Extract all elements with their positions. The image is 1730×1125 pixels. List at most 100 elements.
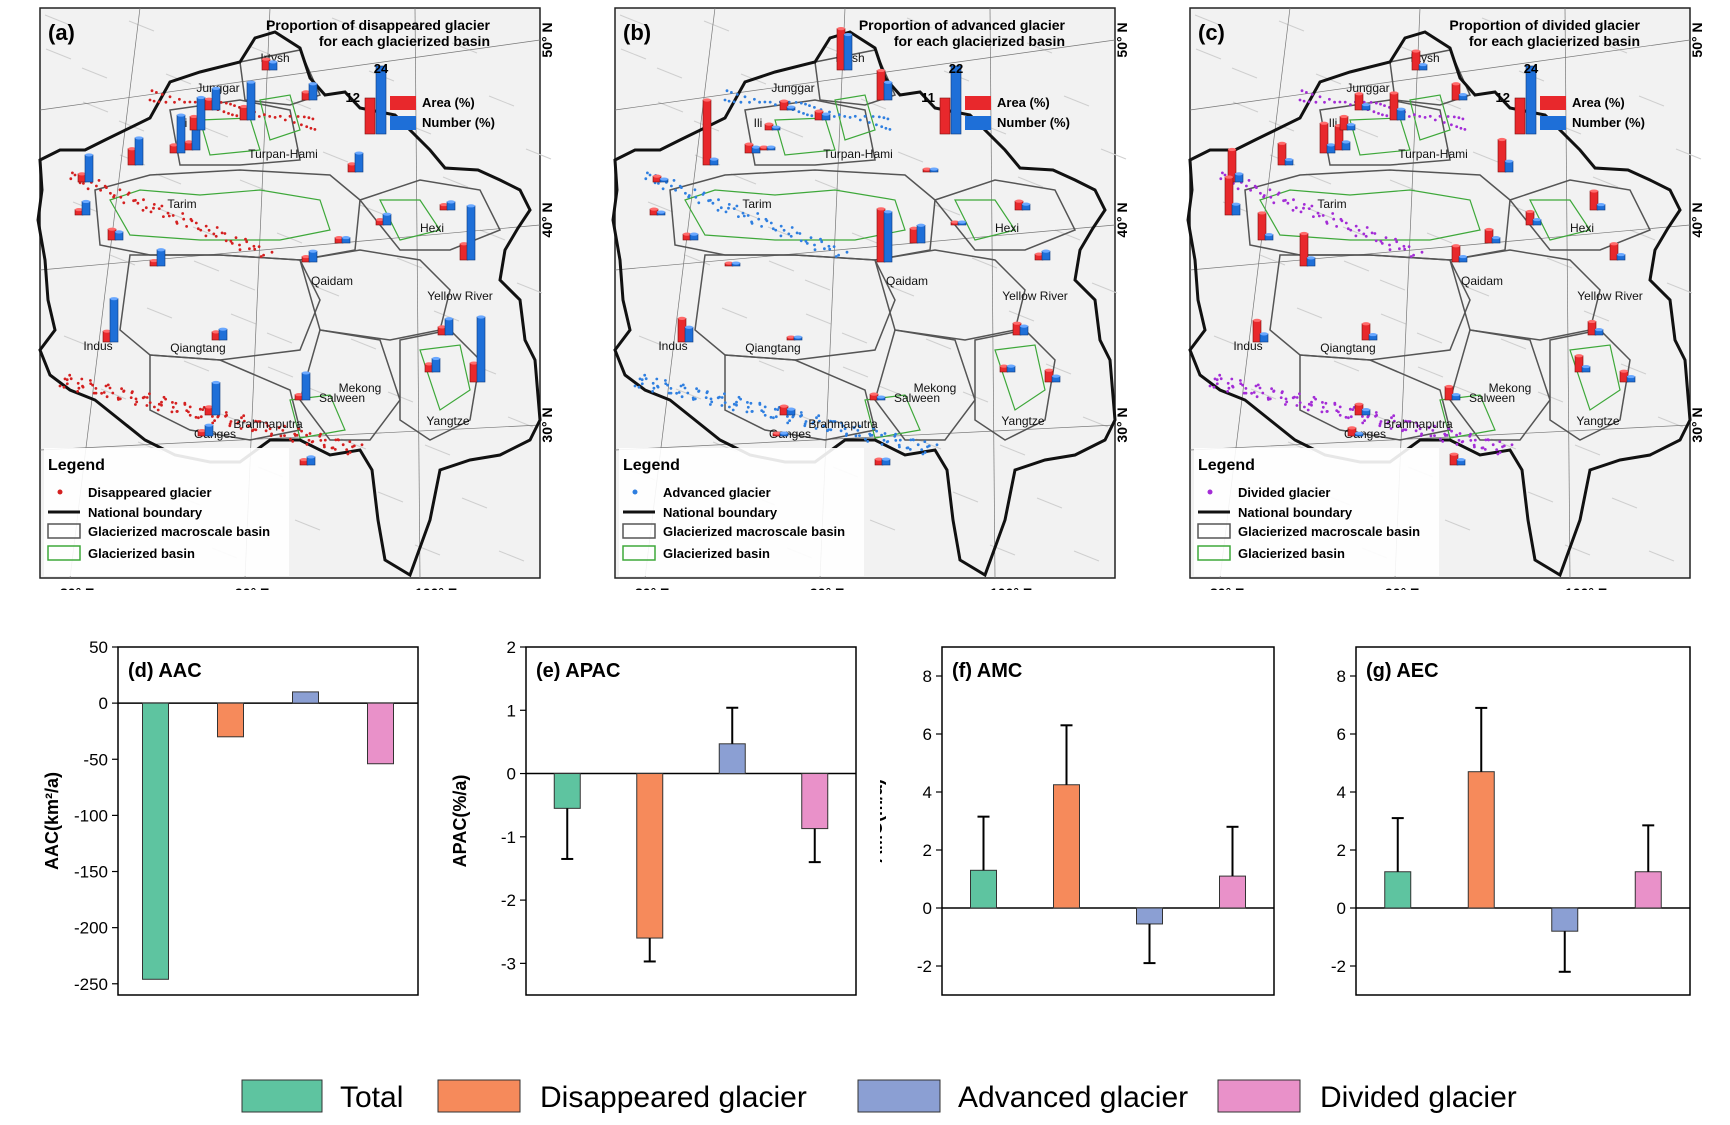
glacier-change-dot: [1261, 391, 1265, 395]
relief-hachure: [656, 67, 683, 79]
glacier-change-dot: [909, 438, 913, 442]
relief-hachure: [1611, 497, 1638, 509]
glacier-change-dot: [1393, 419, 1396, 423]
number-bar: [191, 128, 201, 151]
key-number-value: 22: [949, 61, 963, 76]
legend-label-total: Total: [340, 1081, 403, 1114]
glacier-change-dot: [142, 198, 145, 202]
glacier-change-dot: [1402, 244, 1406, 248]
number-bar-top: [1232, 202, 1240, 206]
area-bar-top: [1253, 318, 1261, 322]
y-tick-label: 8: [923, 667, 932, 686]
glacier-change-dot: [1303, 405, 1306, 409]
glacier-change-dot: [235, 114, 239, 118]
y-tick-label: 8: [1337, 667, 1346, 686]
glacier-change-dot: [683, 386, 687, 390]
macroscale-basin-boundary: [358, 179, 502, 251]
number-bar: [134, 137, 144, 166]
legend-dot-symbol: [57, 489, 63, 495]
glacier-change-dot: [1300, 89, 1304, 93]
glacier-change-dot: [1433, 424, 1436, 428]
glacier-change-dot: [756, 212, 760, 215]
chart-amc: 8 6 4 2 0 -2 (f) AMC AMC(m/a): [880, 646, 1275, 996]
glacier-change-dot: [735, 403, 738, 407]
glacier-change-dot: [207, 228, 211, 232]
glacier-change-dot: [237, 420, 241, 424]
glacier-change-dot: [1333, 403, 1337, 406]
glacier-change-dot: [122, 201, 126, 205]
glacier-change-dot: [769, 415, 773, 419]
glacier-change-dot: [633, 384, 637, 388]
glacier-change-dot: [680, 395, 684, 399]
glacier-change-dot: [1215, 378, 1219, 382]
glacier-change-dot: [1408, 420, 1412, 423]
glacier-change-dot: [1349, 415, 1353, 419]
glacier-change-dot: [675, 391, 678, 395]
number-bar: [301, 372, 311, 401]
area-bar-top: [425, 362, 433, 366]
basin-label: Yellow River: [1577, 289, 1643, 303]
glacier-change-dot: [719, 206, 723, 210]
basin-label: Hexi: [1570, 221, 1594, 235]
glacier-change-dot: [794, 101, 798, 104]
glacier-change-dot: [1239, 379, 1242, 382]
map-title-line1: Proportion of disappeared glacier: [266, 17, 491, 33]
basin-label: Salween: [319, 391, 365, 405]
glacier-change-dot: [771, 227, 775, 231]
glacier-change-dot: [720, 404, 724, 407]
glacier-change-dot: [804, 420, 808, 423]
glacier-change-dot: [265, 421, 268, 425]
glacier-change-dot: [228, 424, 232, 428]
number-bar-top: [787, 105, 795, 109]
graticule-line: [1189, 224, 1691, 271]
bar-advanced: [718, 743, 746, 775]
glacier-change-dot: [1442, 121, 1446, 124]
glacier-change-dot: [1328, 97, 1331, 101]
area-bar-top: [438, 325, 446, 329]
latitude-label: 40° N: [1114, 202, 1130, 237]
number-bar-top: [82, 199, 90, 204]
glacier-change-dot: [222, 110, 226, 114]
glacier-change-dot: [188, 413, 192, 417]
glacier-change-dot: [1384, 236, 1388, 240]
glacier-change-dot: [813, 106, 816, 109]
latitude-label: 50° N: [1114, 22, 1130, 57]
relief-hachure: [1472, 151, 1499, 163]
glacier-change-dot: [1253, 184, 1257, 188]
number-bar-top: [657, 210, 665, 214]
glacier-change-dot: [935, 443, 939, 447]
glacier-change-dot: [134, 403, 137, 406]
area-bar-top: [1278, 141, 1286, 145]
legend-label-advanced: Advanced glacier: [958, 1081, 1188, 1114]
glacier-change-dot: [898, 438, 902, 442]
area-bar-top: [760, 145, 768, 149]
glacier-change-dot: [252, 428, 256, 431]
glacier-change-dot: [1212, 385, 1216, 389]
area-bar-top: [262, 57, 270, 61]
macroscale-basin-boundary: [744, 99, 876, 166]
basin-label: Salween: [1469, 391, 1515, 405]
relief-hachure: [229, 279, 256, 291]
macroscale-basin-boundary: [1299, 354, 1451, 441]
basin-label: Yellow River: [427, 289, 493, 303]
glacier-change-dot: [1446, 115, 1450, 118]
glacier-change-dot: [790, 226, 794, 229]
glacier-change-dot: [827, 244, 831, 248]
relief-hachure: [841, 332, 868, 344]
chart-frame: [525, 646, 857, 996]
chart-panel-label: (f) AMC: [952, 660, 1022, 682]
glacier-change-dot: [739, 100, 743, 104]
glacier-change-dot: [1379, 239, 1383, 243]
relief-hachure: [193, 260, 220, 272]
relief-hachure: [1333, 360, 1360, 372]
glacier-change-dot: [704, 396, 708, 399]
glacier-change-dot: [893, 434, 897, 438]
glacier-change-dot: [1388, 248, 1392, 252]
relief-hachure: [239, 179, 266, 191]
glacier-change-dot: [254, 428, 258, 432]
area-bar-top: [1575, 354, 1583, 358]
y-tick-label: 6: [923, 725, 932, 744]
glacier-change-dot: [229, 420, 233, 423]
number-bar-top: [1285, 157, 1293, 162]
number-bar-top: [309, 249, 317, 253]
